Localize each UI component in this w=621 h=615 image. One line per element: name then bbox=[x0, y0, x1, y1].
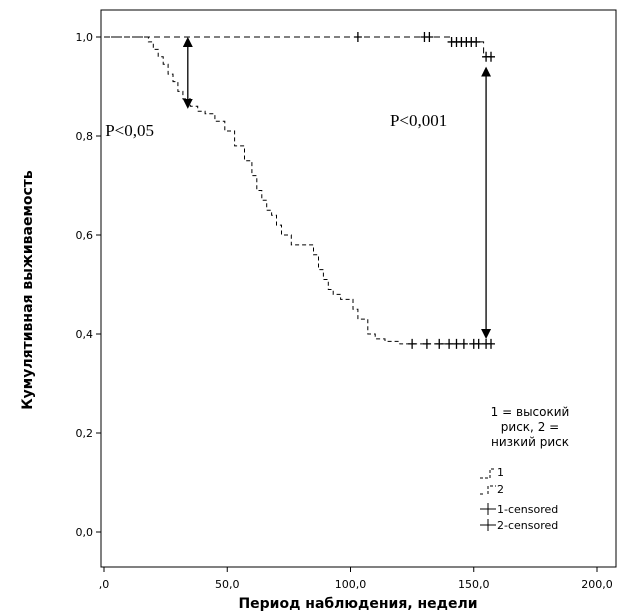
legend-swatch-2-censored bbox=[480, 519, 496, 531]
x-axis-label: Период наблюдения, недели bbox=[238, 596, 477, 612]
legend-title-line-1: 1 = высокий bbox=[491, 405, 570, 419]
x-axis-ticks: ,0 50,0 100,0 150,0 200,0 bbox=[99, 567, 613, 591]
series-1-censor-mark bbox=[474, 338, 483, 349]
legend: 1 = высокий риск, 2 = низкий риск 1 2 1-… bbox=[480, 405, 569, 532]
series-layer bbox=[104, 32, 496, 349]
series-2-censor-mark bbox=[425, 32, 434, 42]
x-tick-label: 200,0 bbox=[581, 578, 613, 591]
x-tick-label: 100,0 bbox=[335, 578, 367, 591]
series-2-censor-mark bbox=[353, 32, 362, 42]
legend-swatch-1-censored bbox=[480, 503, 496, 515]
legend-entry-1-censored: 1-censored bbox=[497, 503, 558, 516]
plot-area-frame bbox=[100, 9, 617, 568]
series-1-censor-mark bbox=[422, 338, 431, 349]
y-tick-label: 0,8 bbox=[76, 130, 94, 143]
annotation-layer: P<0,05 P<0,001 bbox=[105, 111, 447, 140]
series-1-censor-mark bbox=[408, 338, 417, 349]
annotation-p-0001: P<0,001 bbox=[390, 111, 447, 130]
series-2-censor-mark bbox=[487, 51, 496, 62]
y-tick-label: 1,0 bbox=[76, 31, 94, 44]
legend-entry-2: 2 bbox=[497, 483, 504, 496]
y-tick-label: 0,4 bbox=[76, 328, 94, 341]
y-axis-ticks: 0,0 0,2 0,4 0,6 0,8 1,0 bbox=[76, 31, 101, 539]
series-1-line bbox=[104, 36, 494, 345]
series-1-censor-mark bbox=[487, 338, 496, 349]
legend-swatch-series-2 bbox=[480, 485, 496, 495]
legend-title-line-3: низкий риск bbox=[491, 435, 569, 449]
legend-swatch-series-1 bbox=[480, 468, 496, 479]
x-tick-label: 50,0 bbox=[215, 578, 240, 591]
y-tick-label: 0,0 bbox=[76, 526, 94, 539]
y-axis-label: Кумулятивная выживаемость bbox=[20, 170, 36, 410]
y-tick-label: 0,2 bbox=[76, 427, 94, 440]
series-1-censor-mark bbox=[435, 338, 444, 349]
legend-title-line-2: риск, 2 = bbox=[501, 420, 559, 434]
legend-entry-1: 1 bbox=[497, 466, 504, 479]
series-1-censor-mark bbox=[452, 338, 461, 349]
y-tick-label: 0,6 bbox=[76, 229, 94, 242]
x-tick-label: 150,0 bbox=[458, 578, 490, 591]
x-tick-label: ,0 bbox=[99, 578, 110, 591]
annotation-p-005: P<0,05 bbox=[105, 121, 154, 140]
series-2-line bbox=[104, 36, 494, 58]
legend-entry-2-censored: 2-censored bbox=[497, 519, 558, 532]
series-1-censor-mark bbox=[445, 338, 454, 349]
arrow-layer bbox=[182, 36, 492, 339]
series-1-censor-mark bbox=[459, 338, 468, 349]
series-2-censor-mark bbox=[472, 36, 481, 47]
